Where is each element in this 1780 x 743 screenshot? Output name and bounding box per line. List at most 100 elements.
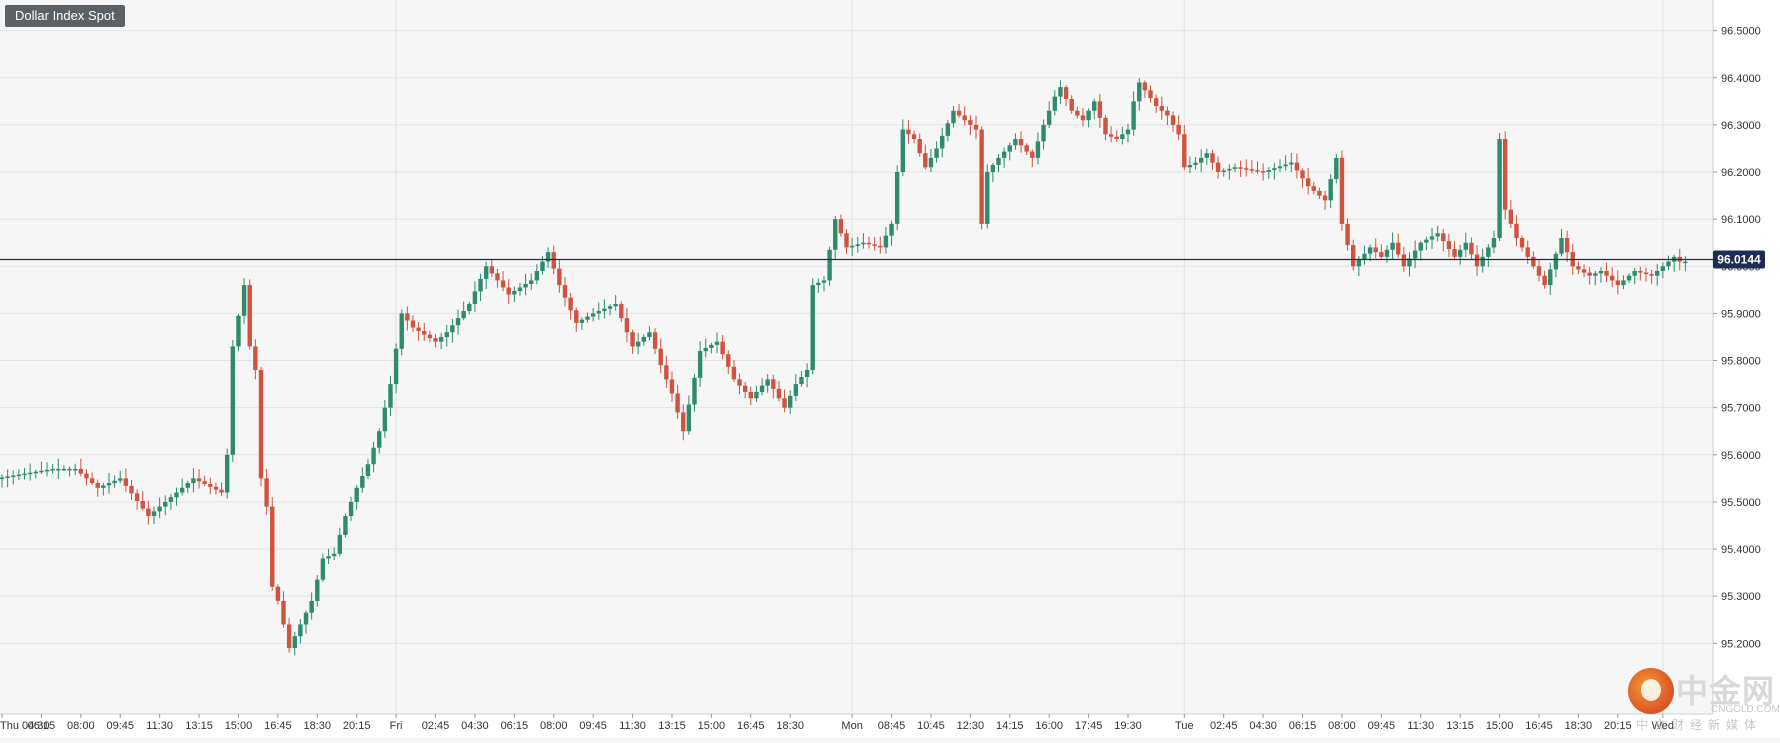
candle-body: [253, 346, 258, 370]
candle-body: [382, 407, 388, 432]
candle-body: [692, 377, 697, 405]
candle: [1609, 267, 1615, 287]
candle-body: [782, 398, 787, 408]
candle: [1187, 156, 1193, 173]
candle: [1311, 181, 1316, 195]
candle-body: [962, 115, 967, 121]
candle-body: [1024, 145, 1029, 152]
candle-body: [630, 332, 635, 347]
candle-body: [669, 379, 675, 394]
candle-body: [1367, 247, 1373, 254]
candle: [1666, 255, 1671, 271]
candle-body: [1587, 272, 1592, 276]
candle-body: [1463, 242, 1468, 250]
candle-body: [84, 473, 89, 479]
candle: [765, 374, 770, 393]
candle-body: [320, 558, 326, 580]
candle: [1480, 248, 1485, 273]
candle: [793, 374, 799, 401]
candle-body: [78, 468, 84, 474]
x-tick-label: 06:15: [1289, 720, 1317, 732]
candle: [985, 164, 990, 229]
candle-body: [337, 534, 342, 554]
candle-body: [455, 318, 461, 326]
candle: [1058, 80, 1063, 104]
candle: [236, 313, 241, 352]
candle: [1103, 115, 1108, 141]
current-price-badge: 96.0144: [1713, 250, 1765, 269]
x-tick-label: 02:45: [422, 720, 450, 732]
candle-body: [821, 280, 827, 283]
x-tick-label: 18:30: [304, 720, 332, 732]
y-tick-label: 95.5000: [1721, 497, 1761, 509]
candle: [506, 279, 511, 305]
candle-body: [985, 172, 990, 224]
candle-body: [731, 366, 737, 380]
candle: [286, 617, 292, 653]
candle: [664, 355, 669, 389]
candle-body: [129, 485, 134, 494]
candle-body: [754, 391, 759, 399]
candle-body: [495, 273, 500, 281]
candle-body: [838, 219, 844, 234]
candle-body: [619, 303, 624, 319]
candle-body: [140, 500, 145, 509]
candle: [0, 474, 5, 488]
candle-body: [1080, 115, 1086, 121]
candle-body: [934, 148, 939, 158]
x-tick-label: Tue: [1175, 720, 1194, 732]
candle-body: [1424, 239, 1429, 243]
x-tick-label: 13:15: [1446, 720, 1474, 732]
candle: [861, 233, 866, 249]
candle-body: [720, 341, 725, 355]
candle-body: [1497, 139, 1502, 238]
candle: [574, 307, 579, 332]
x-tick-label: 12:30: [957, 720, 985, 732]
candle-body: [410, 320, 416, 328]
candle: [635, 332, 641, 355]
candle-body: [1092, 101, 1097, 111]
candle-body: [545, 252, 551, 262]
candle: [1519, 235, 1525, 252]
candle: [1300, 168, 1305, 188]
candle-body: [1322, 195, 1328, 201]
candle-body: [557, 268, 562, 286]
candle-body: [236, 315, 241, 347]
candle: [878, 236, 883, 254]
candle: [1001, 147, 1007, 168]
candle: [607, 304, 613, 316]
candle-body: [1159, 106, 1164, 111]
x-tick-label: Mon: [841, 720, 862, 732]
candle: [855, 236, 860, 253]
watermark-url: CNGOLD.COM.CN: [1711, 704, 1780, 715]
candle: [545, 247, 551, 268]
x-tick-label: 17:45: [1075, 720, 1103, 732]
candle: [1125, 123, 1131, 143]
candle: [1159, 96, 1164, 120]
candle: [1075, 106, 1080, 119]
candle: [157, 497, 162, 519]
candle-body: [326, 556, 331, 559]
candle-body: [1103, 117, 1108, 135]
candle: [1643, 267, 1649, 282]
x-tick-label: 02:45: [1210, 720, 1238, 732]
candle-body: [1457, 249, 1463, 257]
candle-body: [281, 600, 286, 625]
candle-body: [742, 385, 748, 392]
candle: [945, 120, 951, 142]
candle-body: [1063, 87, 1069, 99]
candle: [461, 301, 466, 321]
candle-body: [1542, 275, 1547, 286]
candle: [1576, 261, 1581, 275]
candle: [844, 229, 849, 254]
candle: [405, 306, 410, 331]
candle-body: [1401, 254, 1407, 267]
candle: [444, 324, 449, 347]
candle-body: [1441, 233, 1446, 242]
x-tick-label: Wed: [1652, 720, 1674, 732]
candle: [917, 133, 922, 157]
candle-body: [1655, 270, 1660, 276]
candle: [1283, 155, 1288, 171]
